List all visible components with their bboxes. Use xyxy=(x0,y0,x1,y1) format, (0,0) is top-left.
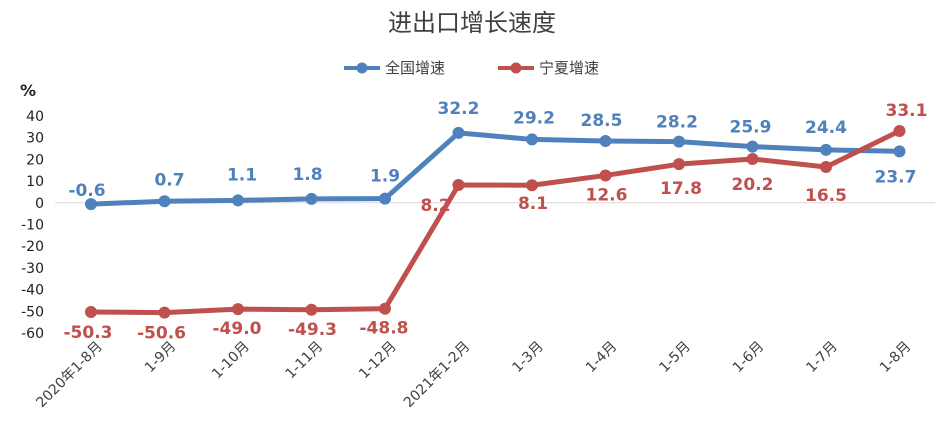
y-tick-label: 40 xyxy=(26,109,44,125)
x-tick-label: 2021年1-2月 xyxy=(401,339,473,411)
y-axis: 40 30 20 10 0 -10 -20 -30 -40 -50 -60 xyxy=(21,109,44,342)
x-tick-label: 1-8月 xyxy=(877,339,914,376)
data-label-1: 8.2 xyxy=(420,196,450,216)
x-tick-label: 1-10月 xyxy=(209,339,253,383)
data-label-0: 23.7 xyxy=(875,167,917,187)
y-tick-label: 20 xyxy=(26,152,44,168)
data-label-0: 1.9 xyxy=(370,167,400,187)
series-point-0 xyxy=(526,133,538,146)
data-label-0: -0.6 xyxy=(68,181,105,201)
x-tick-label: 1-7月 xyxy=(803,339,840,376)
x-tick-label: 1-5月 xyxy=(656,339,693,376)
data-label-1: 16.5 xyxy=(805,186,847,206)
legend: 全国增速 宁夏增速 xyxy=(344,59,599,77)
y-tick-label: -30 xyxy=(21,261,44,277)
data-label-0: 1.1 xyxy=(227,165,257,185)
series-point-0 xyxy=(158,195,171,208)
data-label-0: 0.7 xyxy=(154,170,184,190)
series-point-1 xyxy=(673,158,685,171)
series-point-0 xyxy=(746,140,759,153)
series-point-1 xyxy=(305,303,318,316)
x-tick-label: 1-3月 xyxy=(509,339,546,376)
y-tick-label: 30 xyxy=(26,131,44,147)
data-label-0: 25.9 xyxy=(730,118,772,138)
x-tick-label: 1-11月 xyxy=(283,339,327,383)
y-tick-label: 10 xyxy=(26,174,44,190)
series-point-1 xyxy=(746,152,759,165)
data-label-0: 32.2 xyxy=(438,99,480,119)
x-tick-label: 1-9月 xyxy=(142,339,179,376)
chart-title: 进出口增长速度 xyxy=(388,9,556,37)
y-tick-label: -10 xyxy=(21,218,44,234)
y-tick-label: -40 xyxy=(21,283,44,299)
y-tick-label: -20 xyxy=(21,239,44,255)
x-tick-label: 1-6月 xyxy=(730,339,767,376)
data-label-1: -50.3 xyxy=(64,323,113,343)
series-point-0 xyxy=(820,143,832,156)
legend-label: 全国增速 xyxy=(385,59,445,77)
data-label-0: 28.5 xyxy=(581,111,623,131)
y-tick-label: 0 xyxy=(35,196,44,212)
data-label-1: 20.2 xyxy=(732,175,774,195)
data-label-1: -49.0 xyxy=(213,319,262,339)
series-point-0 xyxy=(232,194,244,207)
series-point-0 xyxy=(893,145,906,158)
series-point-0 xyxy=(379,192,391,205)
series-point-1 xyxy=(85,305,97,318)
series-point-0 xyxy=(305,192,318,205)
data-label-1: -50.6 xyxy=(137,324,186,344)
data-label-1: -48.8 xyxy=(360,319,409,339)
data-label-0: 1.8 xyxy=(292,165,322,185)
series-point-1 xyxy=(820,160,832,173)
data-label-1: 33.1 xyxy=(886,101,928,121)
legend-swatch-marker xyxy=(510,62,522,74)
legend-swatch-marker xyxy=(356,62,368,74)
series-point-0 xyxy=(673,135,685,148)
y-tick-label: -50 xyxy=(21,304,44,320)
data-labels: -0.6 0.7 1.1 1.8 1.9 32.2 29.2 28.5 28.2 25.9 24.4… xyxy=(64,99,928,344)
series-point-0 xyxy=(599,134,612,147)
x-tick-label: 1-4月 xyxy=(583,339,620,376)
data-label-1: -49.3 xyxy=(288,320,337,340)
series-point-1 xyxy=(599,169,612,182)
x-tick-label: 2020年1-8月 xyxy=(33,339,105,411)
y-tick-label: -60 xyxy=(21,326,44,342)
y-axis-unit: % xyxy=(20,81,36,100)
data-label-0: 24.4 xyxy=(805,118,847,138)
data-label-1: 12.6 xyxy=(586,185,628,205)
x-tick-label: 1-12月 xyxy=(356,339,400,383)
series-line-0 xyxy=(88,130,902,207)
series-point-1 xyxy=(158,306,171,319)
series-point-1 xyxy=(379,302,391,315)
data-label-0: 29.2 xyxy=(513,108,555,128)
data-label-1: 17.8 xyxy=(660,179,702,199)
data-label-0: 28.2 xyxy=(656,113,698,133)
data-label-1: 8.1 xyxy=(518,194,548,214)
series-point-0 xyxy=(85,198,97,211)
series-point-1 xyxy=(452,179,465,192)
series-point-0 xyxy=(452,126,465,139)
series-layer xyxy=(85,124,906,319)
series-point-1 xyxy=(232,303,244,316)
series-point-1 xyxy=(526,179,538,192)
series-line-1 xyxy=(88,128,902,316)
legend-label: 宁夏增速 xyxy=(539,59,599,77)
x-axis: 2020年1-8月 1-9月 1-10月 1-11月 1-12月 2021年1-2月 1-3… xyxy=(33,339,914,411)
series-point-1 xyxy=(893,124,906,137)
